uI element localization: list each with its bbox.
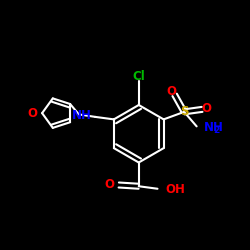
Text: O: O [166,84,176,98]
Text: 2: 2 [214,126,220,136]
Text: Cl: Cl [132,70,145,83]
Text: NH: NH [204,121,224,134]
Text: S: S [180,105,189,118]
Text: O: O [104,178,114,191]
Text: O: O [201,102,211,115]
Text: NH: NH [72,109,92,122]
Text: O: O [28,106,38,120]
Text: OH: OH [165,183,185,196]
